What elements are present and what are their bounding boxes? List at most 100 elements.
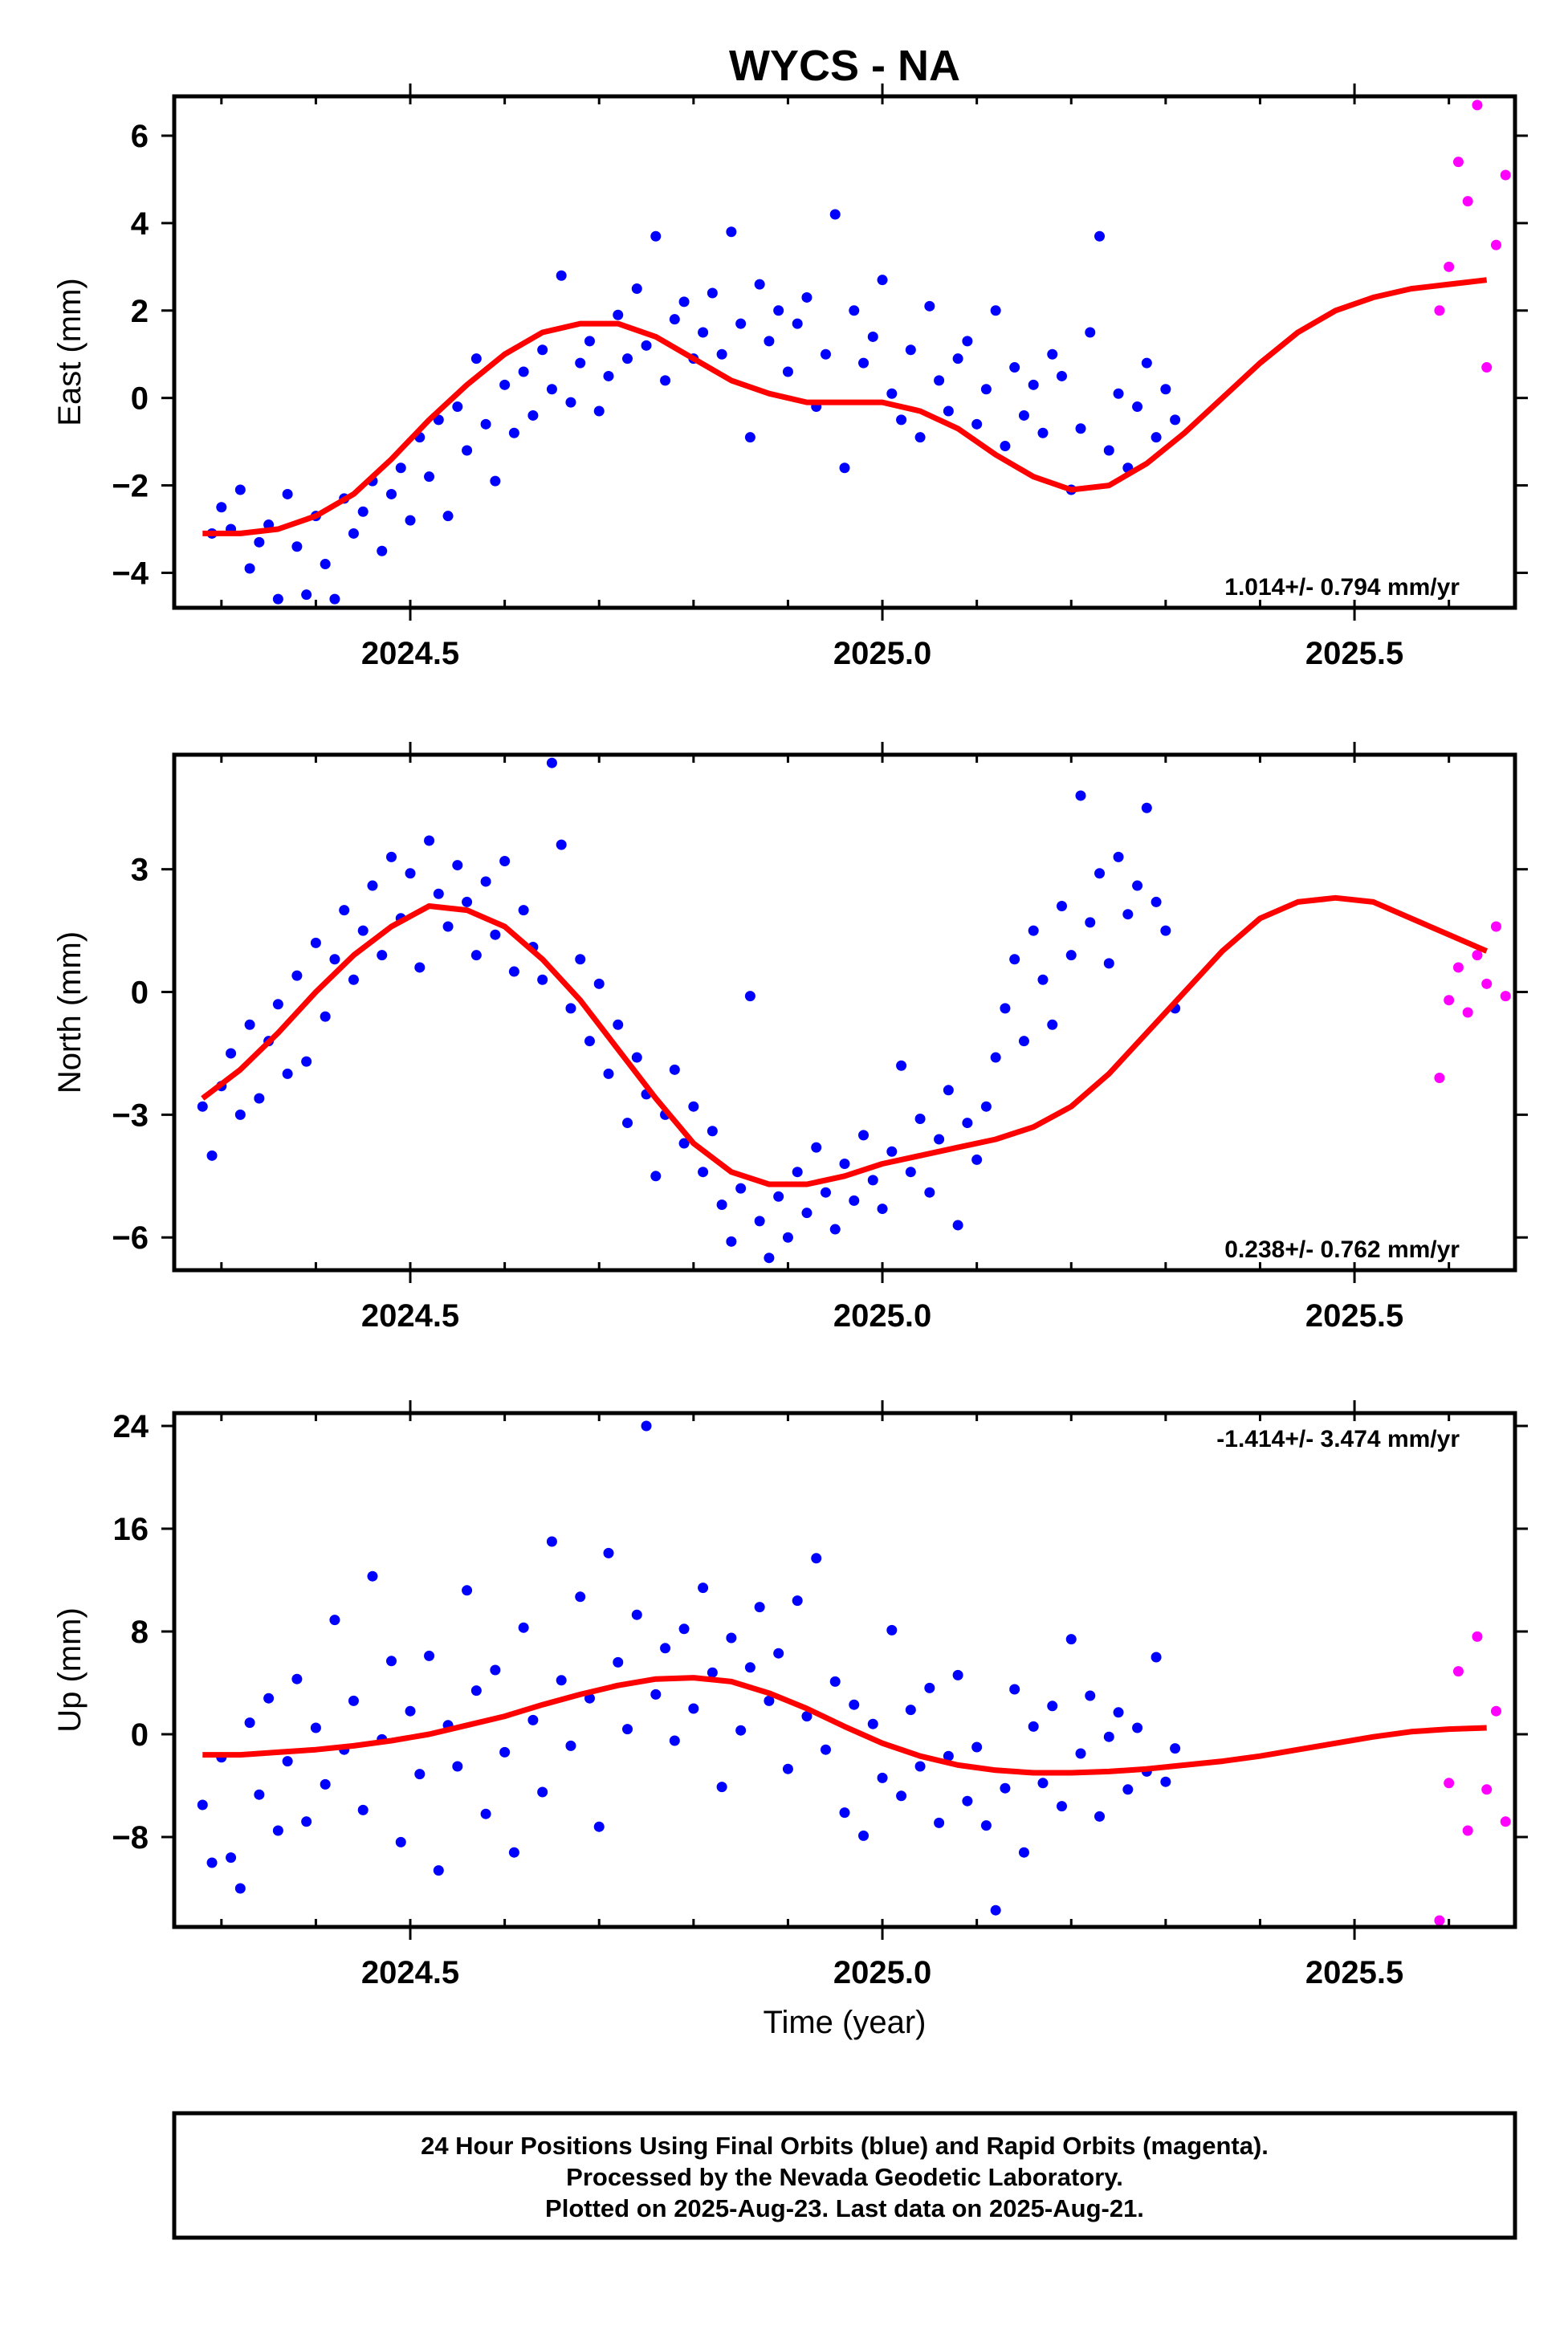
panel-2-final-point: [688, 1703, 699, 1714]
panel-0-rapid-point: [1500, 169, 1511, 181]
panel-1-final-point: [669, 1064, 680, 1075]
panel-0-final-point: [508, 427, 519, 438]
panel-2-final-point: [1085, 1690, 1096, 1701]
panel-2-final-point: [886, 1624, 898, 1635]
panel-2-final-point: [329, 1615, 340, 1626]
panel-1-final-point: [971, 1154, 983, 1165]
panel-2-final-point: [990, 1904, 1001, 1916]
panel-0-final-point: [934, 375, 945, 386]
panel-0-final-point: [244, 563, 255, 574]
panel-1-final-point: [310, 937, 321, 948]
panel-1-final-point: [1132, 880, 1143, 891]
panel-0-final-point: [773, 305, 784, 316]
panel-0-y-tick-label: 0: [131, 381, 149, 417]
panel-2-final-point: [206, 1857, 218, 1868]
panel-1-final-point: [452, 860, 463, 871]
panel-2-final-point: [773, 1648, 784, 1659]
panel-2-final-point: [962, 1795, 973, 1807]
panel-2-final-point: [527, 1714, 539, 1725]
panel-1-final-point: [849, 1195, 860, 1206]
panel-1-final-point: [254, 1093, 265, 1104]
panel-0-final-point: [329, 593, 340, 605]
panel-2-final-point: [905, 1705, 916, 1716]
panel-0-final-point: [782, 366, 793, 377]
panel-1-final-point: [858, 1130, 870, 1141]
panel-1-final-point: [244, 1019, 255, 1030]
north-panel: 2024.5 2025.0 2025.5 −6 −3 0 3 North (mm) 0.238+…: [52, 742, 1528, 1334]
panel-1-rapid-point: [1472, 950, 1483, 961]
panel-2-final-point: [669, 1735, 680, 1746]
panel-1-final-point: [1094, 868, 1106, 879]
panel-0-rapid-point: [1472, 100, 1483, 111]
panel-2-final-point: [754, 1602, 765, 1613]
panel-1-final-point: [593, 978, 605, 989]
panel-0-final-point: [990, 305, 1001, 316]
panel-2-final-point: [678, 1623, 690, 1635]
panel-1-y-tick-label: −3: [112, 1098, 149, 1133]
panel-0-final-point: [603, 370, 614, 381]
panel-1-x-tick-label: 2024.5: [361, 1298, 459, 1334]
panel-0-y-tick-label: 6: [131, 119, 149, 154]
panel-2-final-point: [234, 1883, 246, 1894]
panel-1-final-point: [385, 851, 397, 862]
panel-0-final-point: [839, 462, 850, 474]
panel-0-final-point: [320, 559, 331, 570]
panel-2-final-point: [254, 1789, 265, 1800]
panel-2-final-point: [1037, 1778, 1049, 1789]
footer-line-1: 24 Hour Positions Using Final Orbits (bl…: [421, 2132, 1269, 2160]
panel-0-final-point: [905, 344, 916, 356]
panel-0-final-point: [1018, 409, 1029, 421]
panel-1-final-point: [272, 999, 283, 1010]
panel-1-final-point: [1075, 790, 1086, 801]
panel-2-final-point: [716, 1782, 727, 1793]
panel-2-final-point: [348, 1695, 359, 1706]
panel-2-rapid-point: [1490, 1705, 1501, 1717]
panel-2-final-point: [971, 1741, 983, 1753]
panel-1-final-point: [405, 868, 416, 879]
panel-2-fit-curve: [202, 1675, 1487, 1776]
panel-2-final-point: [414, 1769, 426, 1780]
panel-1-final-point: [1160, 925, 1171, 936]
panel-2-final-point: [980, 1820, 992, 1831]
panel-0-final-point: [744, 432, 755, 443]
panel-0-y-tick-label: −4: [112, 556, 149, 591]
panel-0-final-point: [660, 375, 671, 386]
panel-2-rapid-point: [1462, 1825, 1473, 1836]
panel-0-final-point: [924, 300, 935, 312]
panel-2-frame: [172, 1411, 1517, 1929]
panel-0-final-point: [962, 336, 973, 347]
panel-2-final-point: [480, 1808, 491, 1819]
panel-0-final-point: [867, 331, 878, 342]
panel-2-final-point: [726, 1632, 737, 1644]
panel-1-final-point: [234, 1109, 246, 1120]
panel-0-final-point: [1170, 414, 1181, 426]
panel-0-final-point: [537, 344, 548, 356]
panel-2-final-point: [811, 1553, 822, 1564]
panel-0-final-point: [877, 275, 888, 286]
panel-1-final-point: [698, 1167, 709, 1178]
panel-1-final-point: [584, 1036, 595, 1047]
panel-1-final-point: [518, 905, 529, 916]
panel-1-final-point: [320, 1011, 331, 1022]
panel-2-rate-label: -1.414+/- 3.474 mm/yr: [1216, 1426, 1460, 1452]
panel-1-final-point: [792, 1167, 803, 1178]
panel-2-final-point: [226, 1852, 237, 1864]
panel-2-final-point: [395, 1836, 406, 1847]
panel-2-final-point: [565, 1740, 576, 1751]
panel-0-final-point: [858, 357, 870, 369]
panel-1-final-point: [367, 880, 378, 891]
panel-2-final-point: [1094, 1811, 1106, 1822]
panel-2-rapid-point: [1500, 1816, 1511, 1827]
panel-2-final-point: [244, 1717, 255, 1729]
panel-1-y-tick-label: 0: [131, 976, 149, 1011]
panel-1-final-point: [1122, 909, 1134, 920]
panel-0-final-point: [593, 405, 605, 417]
panel-2-x-tick-label: 2025.5: [1305, 1955, 1403, 1990]
panel-2-final-point: [357, 1804, 369, 1815]
panel-1-final-point: [1151, 896, 1162, 907]
panel-2-final-point: [707, 1667, 718, 1678]
panel-1-final-point: [291, 970, 303, 981]
panel-1-final-point: [575, 954, 586, 965]
panel-1-rate-label: 0.238+/- 0.762 mm/yr: [1224, 1236, 1460, 1263]
